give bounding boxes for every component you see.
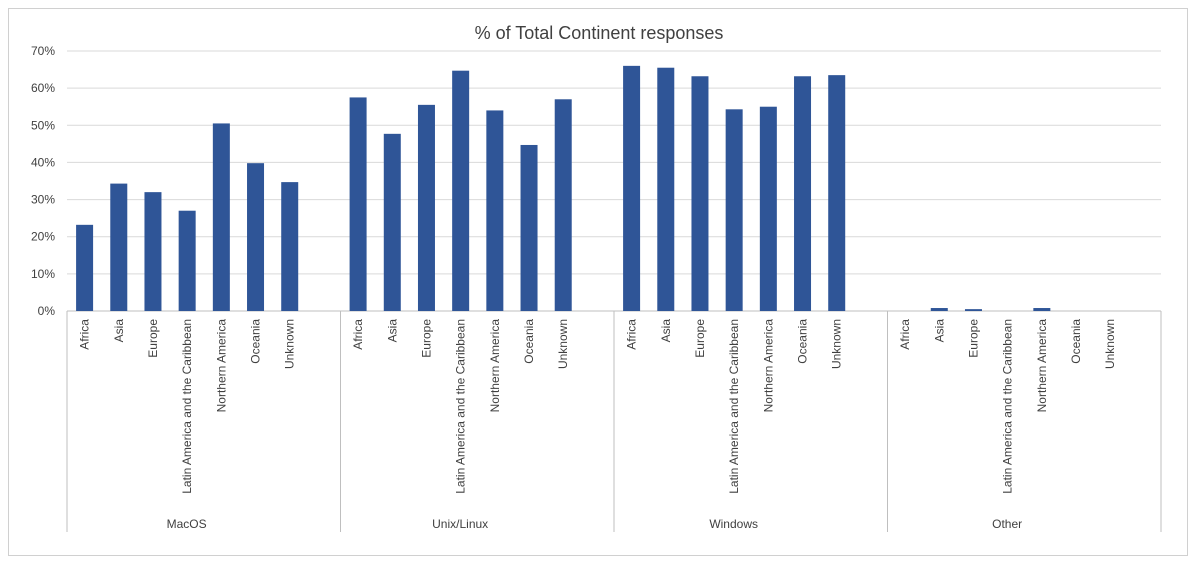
x-category-label: Latin America and the Caribbean: [180, 319, 194, 494]
bar: [1033, 308, 1051, 311]
bar: [110, 183, 128, 311]
y-axis-ticks: 0% 10% 20% 30% 40% 50% 60% 70%: [31, 44, 55, 318]
chart-canvas: % of Total Continent responses 0% 10% 20% 3…: [31, 23, 1162, 532]
y-tick-label: 50%: [31, 118, 55, 132]
x-category-label: Oceania: [249, 319, 263, 364]
x-category-label: Africa: [351, 319, 365, 350]
x-category-label: Oceania: [522, 319, 536, 364]
x-category-label: Northern America: [1035, 319, 1049, 413]
x-category-label: Africa: [625, 319, 639, 350]
grid-lines: [67, 50, 1161, 312]
bar: [383, 133, 401, 311]
bar: [691, 76, 709, 311]
x-category-label: Oceania: [1069, 319, 1083, 364]
x-category-label: Latin America and the Caribbean: [1001, 319, 1015, 494]
x-category-label: Unknown: [1103, 319, 1117, 369]
x-category-label: Europe: [693, 319, 707, 358]
bar: [828, 75, 846, 312]
bar: [247, 163, 265, 311]
x-category-label: Unknown: [556, 319, 570, 369]
x-category-label: Northern America: [214, 319, 228, 413]
x-category-label: Africa: [898, 319, 912, 350]
bar: [759, 106, 777, 311]
x-category-label: Latin America and the Caribbean: [727, 319, 741, 494]
x-category-label: Latin America and the Caribbean: [454, 319, 468, 494]
x-group-label: Windows: [709, 517, 758, 531]
x-category-label: Unknown: [283, 319, 297, 369]
x-category-label: Europe: [146, 319, 160, 358]
x-category-label: Northern America: [761, 319, 775, 413]
bar: [212, 123, 230, 311]
x-category-label: Asia: [385, 319, 399, 343]
x-category-label: Oceania: [796, 319, 810, 364]
x-category-label: Africa: [78, 319, 92, 350]
bar: [657, 67, 675, 311]
bar: [486, 110, 504, 311]
chart-title: % of Total Continent responses: [475, 23, 724, 43]
y-tick-label: 40%: [31, 155, 55, 169]
bar: [178, 210, 196, 311]
bar: [794, 76, 812, 311]
y-tick-label: 70%: [31, 44, 55, 58]
x-category-label: Asia: [932, 319, 946, 343]
bar: [554, 99, 572, 312]
y-tick-label: 0%: [38, 304, 56, 318]
x-category-label: Unknown: [830, 319, 844, 369]
bar: [623, 65, 641, 311]
bar: [452, 70, 470, 311]
y-tick-label: 10%: [31, 267, 55, 281]
bar: [349, 97, 367, 311]
bar: [725, 109, 743, 311]
x-category-label: Europe: [966, 319, 980, 358]
y-tick-label: 30%: [31, 193, 55, 207]
x-group-label: Other: [992, 517, 1022, 531]
bar: [144, 192, 162, 311]
bar: [930, 308, 948, 311]
x-category-label: Northern America: [488, 319, 502, 413]
bar: [520, 144, 538, 311]
x-axis-categories: Africa Asia Europe Latin America and the Ca…: [78, 319, 1118, 494]
bar: [417, 104, 435, 311]
x-category-label: Asia: [112, 319, 126, 343]
y-tick-label: 20%: [31, 230, 55, 244]
x-group-label: Unix/Linux: [432, 517, 488, 531]
x-group-label: MacOS: [167, 517, 207, 531]
x-category-label: Europe: [419, 319, 433, 358]
bar: [964, 309, 982, 311]
x-category-label: Asia: [659, 319, 673, 343]
x-axis-groups: MacOS Unix/Linux Windows Other: [66, 311, 1162, 532]
chart-container: % of Total Continent responses 0% 10% 20% 3…: [8, 8, 1188, 556]
bars: [76, 65, 1051, 312]
bar: [76, 224, 94, 311]
y-tick-label: 60%: [31, 81, 55, 95]
bar: [281, 182, 299, 311]
